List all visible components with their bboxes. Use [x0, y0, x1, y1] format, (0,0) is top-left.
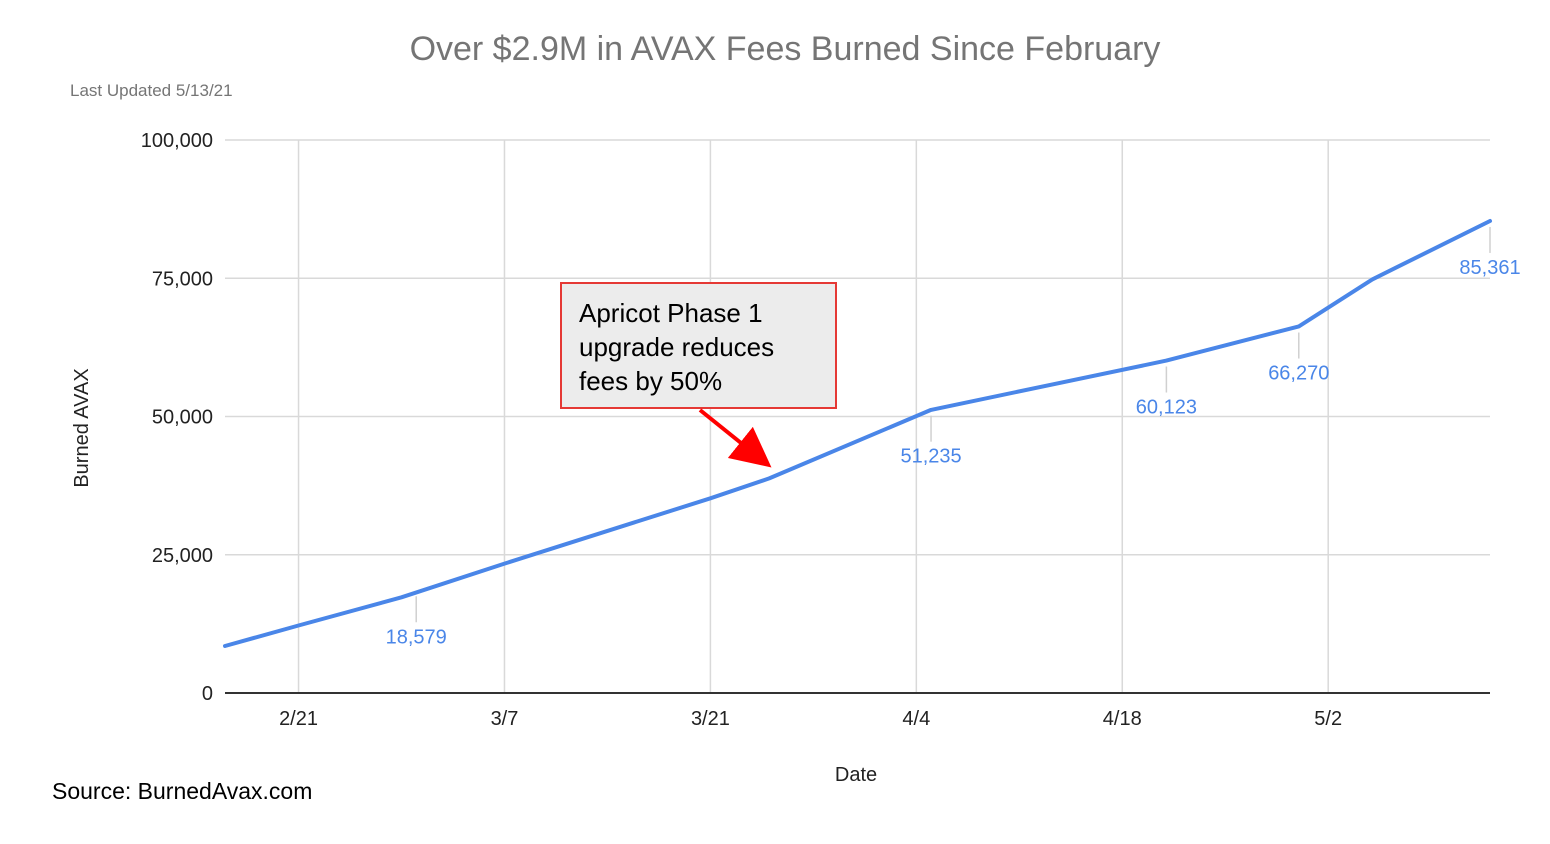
x-tick-label: 4/4 [902, 708, 930, 730]
y-axis-title: Burned AVAX [71, 368, 93, 487]
data-labels: 18,579 51,235 60,123 66,270 85,361 [386, 226, 1521, 648]
annotation-box [560, 282, 837, 409]
annotation-text-line: fees by 50% [579, 366, 722, 396]
x-tick-label: 2/21 [279, 708, 318, 730]
annotation-arrow [698, 408, 772, 468]
y-tick-label: 0 [202, 683, 213, 705]
x-tick-label: 5/2 [1314, 708, 1342, 730]
axes: 0 25,000 50,000 75,000 100,000 2/21 3/7 3/21 4/4… [141, 130, 1490, 730]
x-tick-label: 3/7 [491, 708, 519, 730]
annotation: Apricot Phase 1 upgrade reduces fees by 50… [560, 282, 837, 468]
y-tick-label: 25,000 [152, 545, 213, 567]
data-label: 60,123 [1136, 397, 1197, 419]
chart-subtitle: Last Updated 5/13/21 [70, 81, 233, 100]
series [223, 219, 1492, 648]
annotation-text-line: upgrade reduces [579, 332, 774, 362]
y-tick-label: 100,000 [141, 130, 213, 152]
data-label: 51,235 [900, 446, 961, 468]
y-tick-label: 50,000 [152, 407, 213, 429]
series-line [223, 219, 1492, 648]
x-axis-title: Date [835, 764, 877, 786]
data-label: 66,270 [1268, 363, 1329, 385]
source-note: Source: BurnedAvax.com [52, 778, 312, 804]
data-label: 18,579 [386, 626, 447, 648]
data-label: 85,361 [1459, 257, 1520, 279]
grid [225, 139, 1490, 693]
y-tick-label: 75,000 [152, 268, 213, 290]
x-tick-label: 3/21 [691, 708, 730, 730]
chart-title: Over $2.9M in AVAX Fees Burned Since Feb… [410, 30, 1161, 68]
annotation-text-line: Apricot Phase 1 [579, 298, 763, 328]
x-tick-label: 4/18 [1103, 708, 1142, 730]
